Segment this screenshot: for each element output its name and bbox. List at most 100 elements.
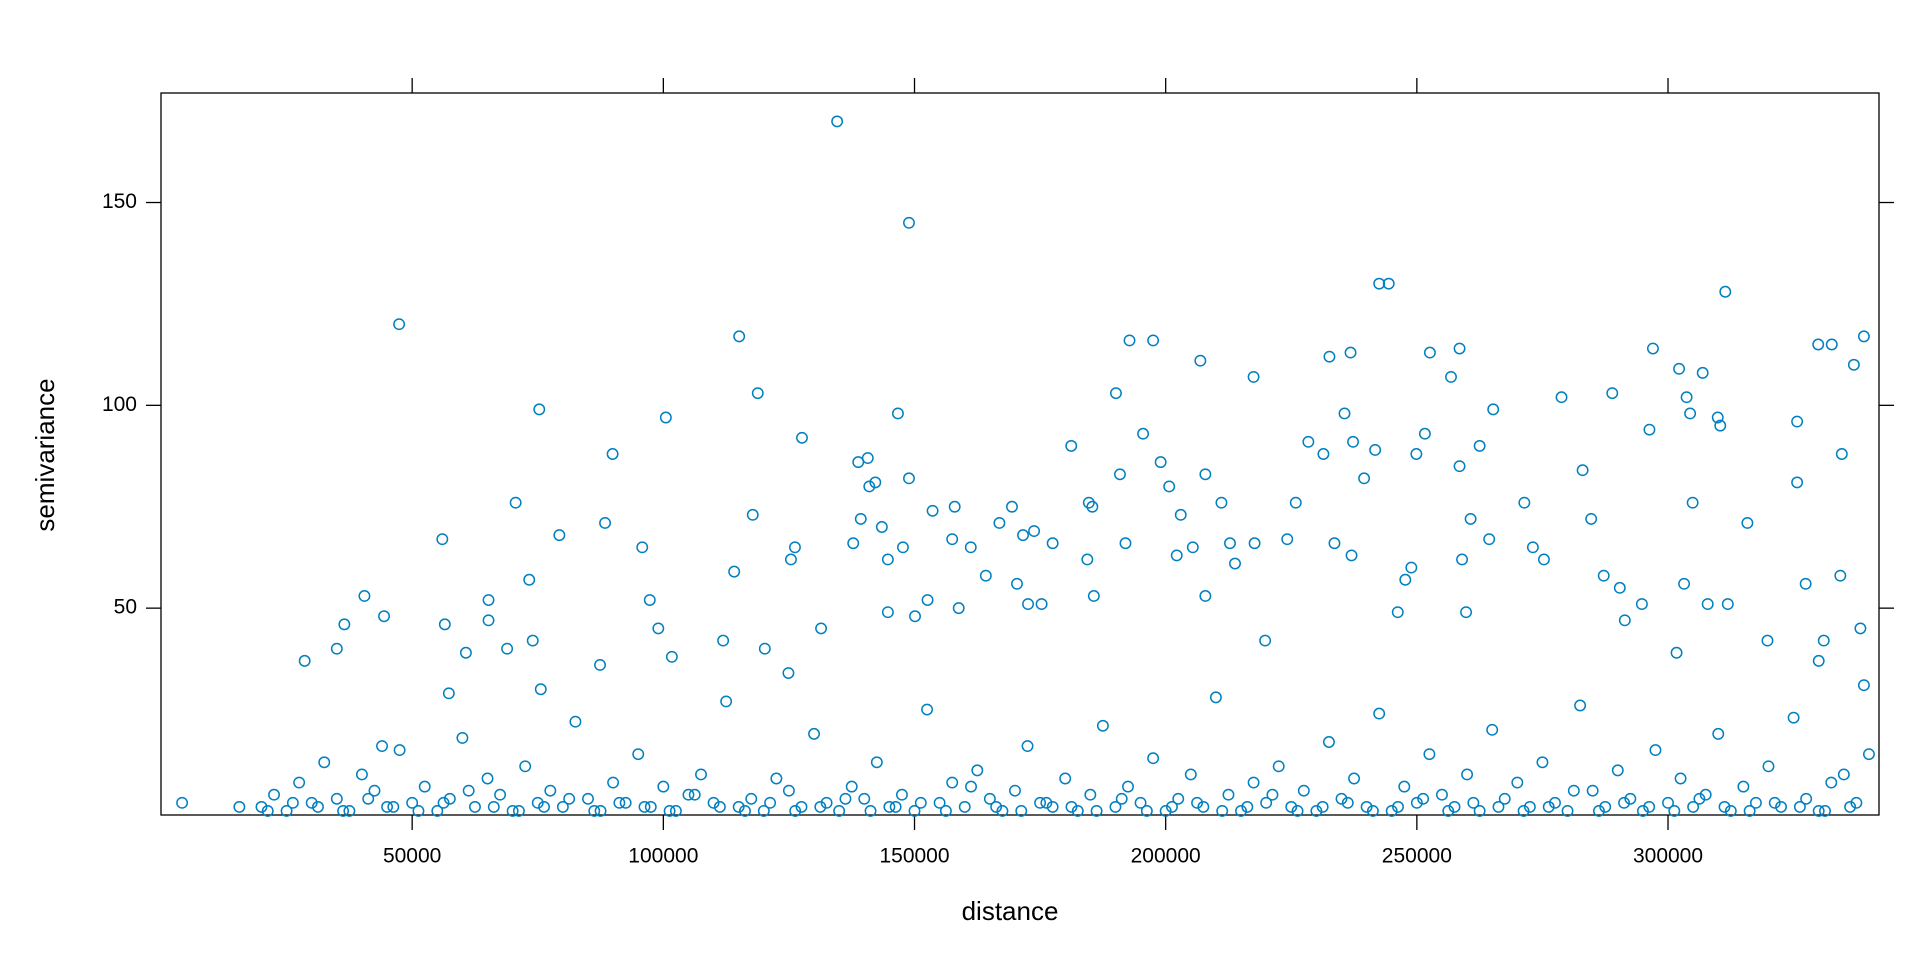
point bbox=[582, 792, 594, 805]
point bbox=[732, 800, 745, 813]
point bbox=[362, 792, 375, 805]
point bbox=[784, 553, 797, 566]
point bbox=[1718, 800, 1731, 813]
point bbox=[643, 594, 656, 606]
point bbox=[1186, 541, 1199, 554]
point bbox=[1065, 800, 1078, 813]
point bbox=[1456, 553, 1469, 566]
point bbox=[1260, 796, 1273, 809]
point bbox=[1114, 468, 1126, 481]
point bbox=[1222, 788, 1235, 801]
point bbox=[926, 504, 939, 517]
point bbox=[933, 796, 946, 809]
point bbox=[1618, 614, 1631, 627]
point bbox=[1793, 800, 1806, 813]
point bbox=[1483, 533, 1496, 546]
point bbox=[1373, 277, 1386, 290]
point bbox=[381, 800, 394, 813]
point bbox=[903, 216, 915, 229]
point bbox=[770, 772, 783, 785]
point bbox=[1442, 804, 1455, 817]
point bbox=[1787, 711, 1800, 724]
point bbox=[1184, 768, 1197, 781]
point bbox=[1599, 800, 1612, 813]
point bbox=[378, 610, 390, 623]
point bbox=[903, 472, 915, 485]
point bbox=[1670, 646, 1683, 659]
point bbox=[606, 448, 619, 460]
point bbox=[854, 512, 867, 525]
point bbox=[481, 772, 494, 785]
point bbox=[1040, 796, 1053, 809]
point bbox=[1022, 598, 1034, 611]
point bbox=[569, 715, 582, 728]
point bbox=[782, 784, 795, 797]
point bbox=[1344, 346, 1357, 359]
point bbox=[1687, 800, 1700, 813]
point bbox=[443, 792, 456, 805]
point bbox=[1799, 577, 1812, 590]
point bbox=[652, 622, 665, 635]
point bbox=[1154, 456, 1167, 469]
point bbox=[908, 804, 921, 817]
point bbox=[1436, 788, 1448, 801]
point bbox=[1398, 780, 1411, 793]
point bbox=[1358, 472, 1371, 485]
point bbox=[1199, 590, 1212, 602]
point bbox=[1743, 804, 1756, 817]
point bbox=[1486, 723, 1499, 736]
point bbox=[531, 796, 544, 809]
point bbox=[442, 687, 455, 700]
point bbox=[1347, 435, 1360, 448]
point bbox=[1678, 577, 1691, 590]
point bbox=[613, 796, 626, 809]
point bbox=[921, 703, 934, 716]
point bbox=[1216, 804, 1229, 817]
point bbox=[1461, 768, 1474, 781]
point bbox=[1272, 760, 1285, 773]
point bbox=[1096, 719, 1109, 732]
point bbox=[914, 796, 927, 809]
point bbox=[1229, 557, 1241, 570]
point bbox=[358, 590, 371, 602]
point bbox=[795, 800, 808, 813]
point bbox=[1635, 598, 1648, 611]
point bbox=[789, 804, 802, 817]
point bbox=[1467, 796, 1480, 809]
point bbox=[1649, 744, 1662, 757]
point bbox=[594, 658, 606, 671]
point bbox=[1385, 804, 1398, 817]
point bbox=[720, 695, 733, 708]
point bbox=[538, 800, 550, 813]
point bbox=[1847, 358, 1860, 371]
point bbox=[1084, 788, 1097, 801]
point bbox=[1850, 796, 1863, 809]
point bbox=[594, 804, 607, 817]
y-axis-title: semivariance bbox=[30, 378, 60, 531]
point bbox=[1686, 496, 1699, 509]
point bbox=[948, 500, 961, 513]
point bbox=[1473, 439, 1486, 452]
point bbox=[506, 804, 519, 817]
point bbox=[657, 780, 670, 793]
point bbox=[563, 792, 576, 805]
point bbox=[487, 800, 500, 813]
point bbox=[636, 541, 649, 554]
point bbox=[1791, 476, 1804, 489]
point bbox=[312, 800, 324, 813]
point bbox=[553, 529, 566, 542]
point bbox=[1724, 804, 1737, 817]
point bbox=[1109, 800, 1122, 813]
point bbox=[964, 541, 977, 554]
point bbox=[1399, 573, 1412, 586]
point bbox=[176, 796, 189, 809]
point bbox=[764, 796, 777, 809]
point bbox=[1800, 792, 1813, 805]
point bbox=[958, 800, 971, 813]
point bbox=[437, 796, 450, 809]
point bbox=[526, 634, 539, 647]
point bbox=[368, 784, 381, 797]
point bbox=[1366, 804, 1379, 817]
point bbox=[1693, 792, 1706, 805]
